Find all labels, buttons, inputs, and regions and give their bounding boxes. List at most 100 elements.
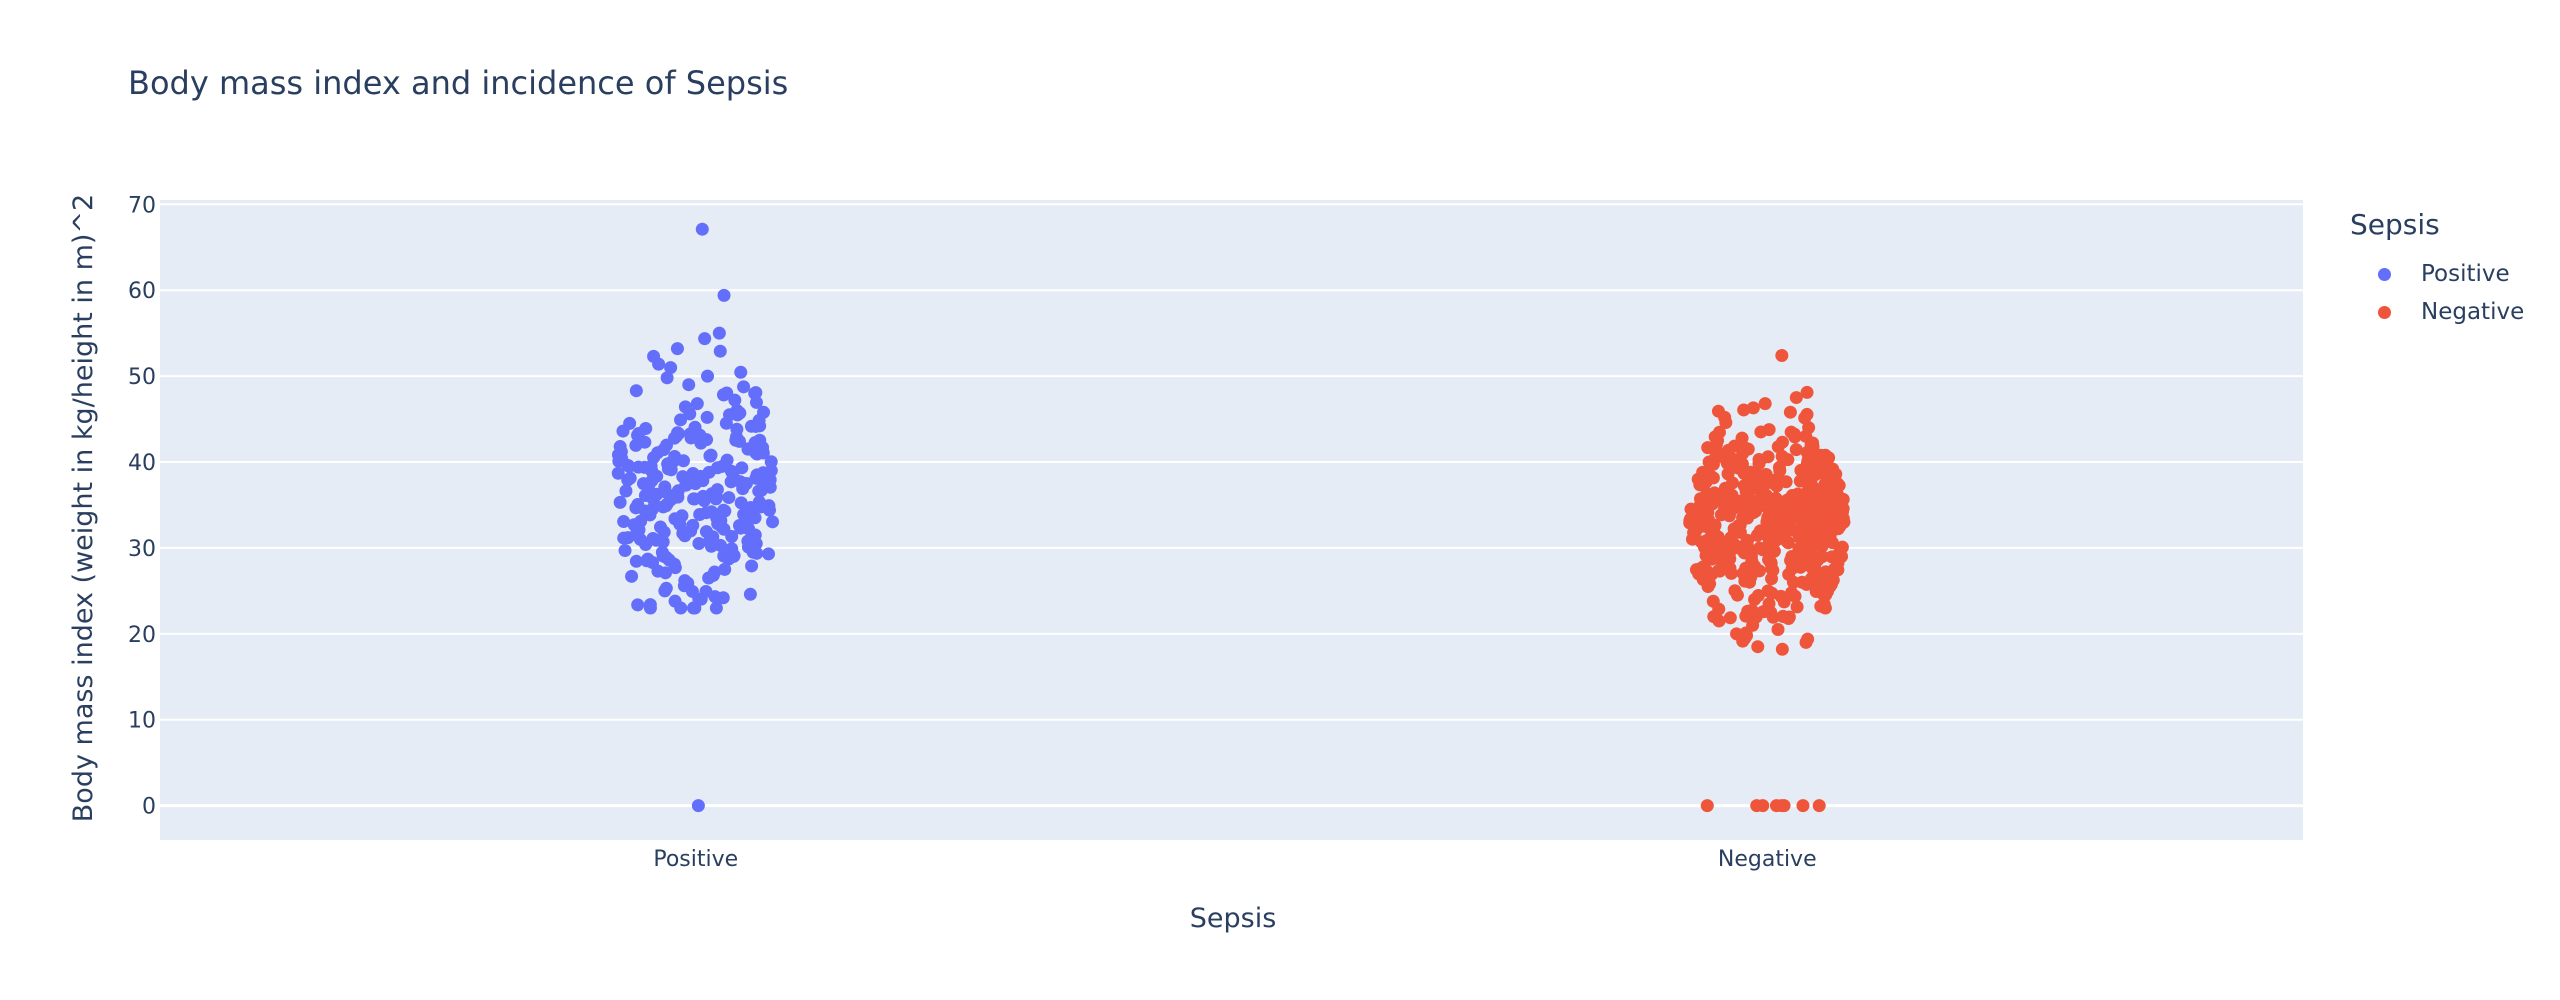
- data-point-negative: [1746, 401, 1760, 415]
- data-point-negative: [1765, 572, 1779, 586]
- x-tick-label: Negative: [1718, 847, 1817, 872]
- data-point-negative: [1771, 623, 1785, 637]
- data-point-positive: [709, 601, 723, 615]
- data-point-positive: [618, 543, 632, 557]
- data-point-negative: [1769, 515, 1783, 529]
- y-tick-label: 10: [128, 709, 156, 734]
- data-point-negative: [1775, 348, 1789, 362]
- data-point-positive: [744, 419, 758, 433]
- data-point-positive: [727, 549, 741, 563]
- data-point-negative: [1785, 562, 1799, 576]
- data-point-positive: [638, 460, 652, 474]
- chart-title: Body mass index and incidence of Sepsis: [128, 64, 789, 102]
- data-point-negative: [1806, 436, 1820, 450]
- data-point-positive: [686, 466, 700, 480]
- data-point-negative: [1738, 441, 1752, 455]
- data-point-positive: [724, 475, 738, 489]
- data-point-negative: [1739, 626, 1753, 640]
- data-point-negative: [1712, 425, 1726, 439]
- data-point-negative: [1719, 415, 1733, 429]
- data-point-positive: [713, 344, 727, 358]
- legend: Sepsis Positive Negative: [2350, 208, 2524, 331]
- data-point-positive: [700, 410, 714, 424]
- y-tick-label: 60: [128, 279, 156, 304]
- data-point-positive: [741, 534, 755, 548]
- data-point-positive: [748, 511, 762, 525]
- data-point-negative: [1739, 500, 1753, 514]
- data-point-negative: [1762, 553, 1776, 567]
- legend-item-positive[interactable]: Positive: [2350, 255, 2524, 293]
- data-point-negative: [1713, 564, 1727, 578]
- data-point-positive: [718, 562, 732, 576]
- data-point-positive: [766, 515, 780, 529]
- data-point-negative: [1687, 526, 1701, 540]
- data-point-negative: [1712, 614, 1726, 628]
- y-tick-labels: 0 10 20 30 40 50 60 70: [128, 193, 156, 819]
- data-point-positive: [674, 413, 688, 427]
- data-point-positive: [742, 522, 756, 536]
- data-point-positive: [722, 491, 736, 505]
- data-point-positive: [745, 559, 759, 573]
- data-point-negative: [1699, 548, 1713, 562]
- data-point-positive: [718, 504, 732, 518]
- data-point-negative: [1713, 536, 1727, 550]
- data-point-negative: [1801, 632, 1815, 646]
- data-point-positive: [623, 471, 637, 485]
- data-point-positive: [667, 431, 681, 445]
- grid-lines: [160, 203, 2303, 808]
- data-point-negative: [1807, 481, 1821, 495]
- y-tick-label: 50: [128, 365, 156, 390]
- data-point-negative: [1723, 611, 1737, 625]
- data-point-negative: [1725, 476, 1739, 490]
- data-point-negative: [1789, 443, 1803, 457]
- data-point-negative: [1775, 642, 1789, 656]
- data-point-negative: [1760, 500, 1774, 514]
- data-point-positive: [670, 342, 684, 356]
- data-point-negative: [1789, 391, 1803, 405]
- data-point-negative: [1752, 564, 1766, 578]
- data-point-negative: [1703, 577, 1717, 591]
- data-point-negative: [1744, 482, 1758, 496]
- data-point-positive: [631, 498, 645, 512]
- data-point-positive: [712, 326, 726, 340]
- data-point-negative: [1728, 584, 1742, 598]
- data-point-positive: [705, 505, 719, 519]
- data-point-positive: [611, 448, 625, 462]
- data-point-positive: [674, 601, 688, 615]
- data-point-negative: [1737, 403, 1751, 417]
- data-point-positive: [645, 474, 659, 488]
- data-point-negative: [1825, 536, 1839, 550]
- data-point-positive: [629, 528, 643, 542]
- data-point-negative: [1717, 492, 1731, 506]
- data-point-positive: [698, 332, 712, 346]
- data-point-positive: [728, 393, 742, 407]
- data-point-positive: [717, 288, 731, 302]
- data-point-positive: [762, 547, 776, 561]
- data-point-negative: [1801, 470, 1815, 484]
- data-point-negative: [1752, 457, 1766, 471]
- data-point-positive: [617, 515, 631, 529]
- data-point-negative: [1725, 452, 1739, 466]
- legend-marker-positive: [2378, 267, 2391, 281]
- data-point-positive: [749, 395, 763, 409]
- data-point-positive: [678, 400, 692, 414]
- data-point-positive: [613, 495, 627, 509]
- data-point-negative: [1780, 535, 1794, 549]
- data-point-positive: [682, 378, 696, 392]
- data-point-negative: [1774, 589, 1788, 603]
- legend-label-negative: Negative: [2421, 299, 2525, 325]
- data-point-positive: [756, 441, 770, 455]
- data-point-negative: [1704, 470, 1718, 484]
- data-point-negative: [1796, 799, 1810, 813]
- data-point-positive: [656, 500, 670, 514]
- data-point-negative: [1762, 423, 1776, 437]
- data-point-positive: [658, 566, 672, 580]
- data-point-negative: [1824, 505, 1838, 519]
- y-tick-label: 40: [128, 451, 156, 476]
- data-point-positive: [616, 424, 630, 438]
- legend-item-negative[interactable]: Negative: [2350, 293, 2524, 331]
- data-point-positive: [687, 492, 701, 506]
- data-point-negative: [1805, 518, 1819, 532]
- data-point-positive: [695, 222, 709, 236]
